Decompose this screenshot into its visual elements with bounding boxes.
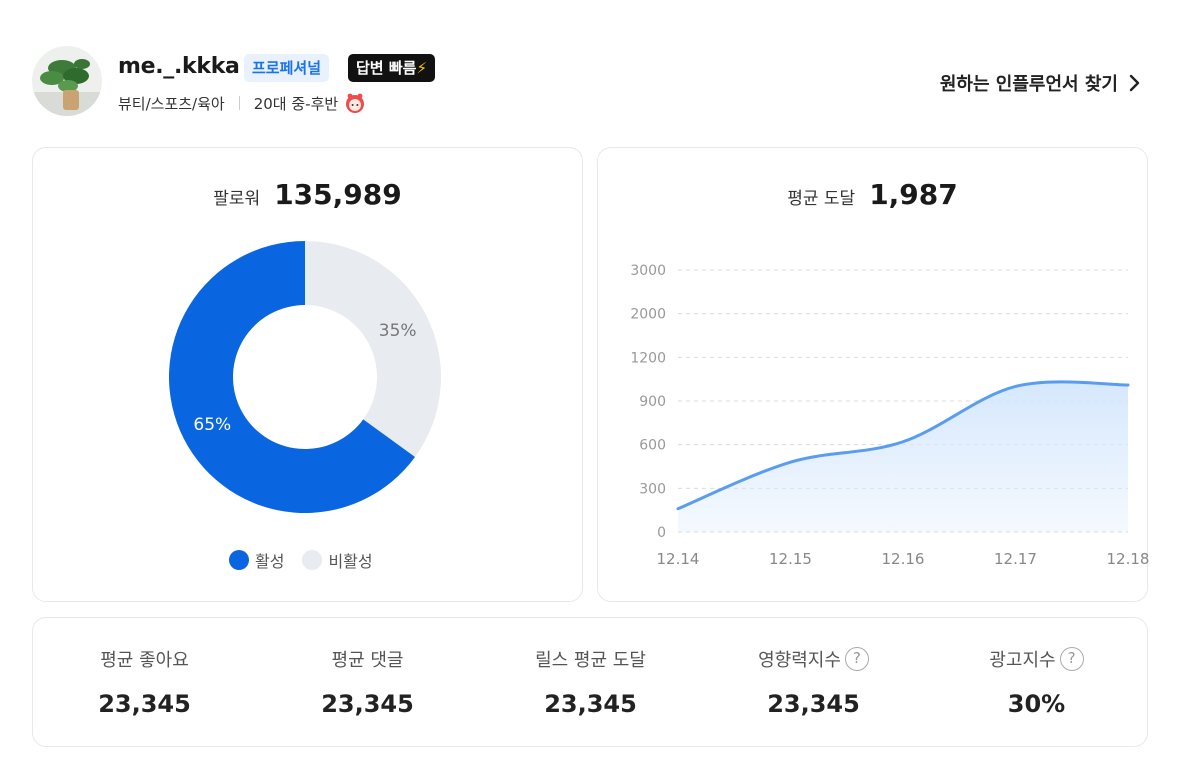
stat-value: 23,345 xyxy=(321,690,414,718)
professional-badge: 프로페셔널 xyxy=(244,54,330,82)
x-tick-label: 12.18 xyxy=(1107,550,1149,568)
profile-header: me._.kkka 프로페셔널 답변 빠름⚡ 뷰티/스포츠/육아 20대 중-후… xyxy=(32,46,1148,122)
follower-count: 135,989 xyxy=(274,178,402,211)
fast-reply-badge: 답변 빠름⚡ xyxy=(348,54,435,82)
reach-title: 평균 도달 1,987 xyxy=(598,178,1147,211)
follower-card: 팔로워 135,989 35% 65% 활성 비활성 xyxy=(32,147,583,602)
profile-meta: 뷰티/스포츠/육아 20대 중-후반 xyxy=(118,92,366,114)
y-tick-label: 3000 xyxy=(630,263,666,279)
y-tick-label: 2000 xyxy=(630,307,666,323)
age-group: 20대 중-후반 xyxy=(253,94,339,113)
help-icon[interactable]: ? xyxy=(1059,647,1084,671)
reach-label: 평균 도달 xyxy=(787,189,856,209)
stat-label-text: 평균 댓글 xyxy=(331,650,404,671)
stat-label: 영향력지수? xyxy=(702,646,925,672)
legend-inactive-label: 비활성 xyxy=(328,552,373,571)
stat-value: 30% xyxy=(1007,690,1066,718)
find-influencer-label: 원하는 인플루언서 찾기 xyxy=(939,74,1118,95)
stat-value: 23,345 xyxy=(767,690,860,718)
donut-slice-label: 35% xyxy=(379,321,417,341)
stat-label: 광고지수? xyxy=(925,646,1148,672)
find-influencer-link[interactable]: 원하는 인플루언서 찾기 xyxy=(940,70,1140,96)
stat-reels-reach: 릴스 평균 도달 23,345 xyxy=(479,618,702,748)
legend-active: 활성 xyxy=(229,548,284,572)
donut-legend: 활성 비활성 xyxy=(229,548,373,572)
stat-label: 평균 좋아요 xyxy=(33,646,256,672)
donut-slice-inactive xyxy=(305,241,441,457)
legend-active-swatch xyxy=(229,550,249,570)
stat-label-text: 평균 좋아요 xyxy=(100,650,189,671)
stat-influence-index: 영향력지수? 23,345 xyxy=(702,618,925,748)
x-tick-label: 12.16 xyxy=(882,550,925,568)
x-tick-label: 12.17 xyxy=(994,550,1037,568)
donut-slice-label: 65% xyxy=(193,415,231,435)
y-tick-label: 300 xyxy=(639,481,666,497)
avatar[interactable] xyxy=(32,46,102,116)
reach-value: 1,987 xyxy=(869,178,958,211)
stat-ad-index: 광고지수? 30% xyxy=(925,618,1148,748)
reach-area-chart: 0 300 600 900 1200 2000 3000 12.14 12.15 12.16 12.… xyxy=(630,263,1149,568)
x-tick-label: 12.15 xyxy=(769,550,812,568)
reach-card: 평균 도달 1,987 0 300 600 900 1200 2000 3000 12.14 1… xyxy=(597,147,1149,602)
divider xyxy=(238,96,240,110)
female-face-icon xyxy=(346,93,365,113)
follower-label: 팔로워 xyxy=(213,189,261,209)
stat-label: 평균 댓글 xyxy=(256,646,479,672)
stat-avg-likes: 평균 좋아요 23,345 xyxy=(33,618,256,748)
categories: 뷰티/스포츠/육아 xyxy=(118,94,225,113)
username: me._.kkka xyxy=(118,54,240,79)
legend-inactive: 비활성 xyxy=(302,548,373,572)
x-tick-label: 12.14 xyxy=(657,550,700,568)
follower-title: 팔로워 135,989 xyxy=(33,178,582,211)
stats-card: 평균 좋아요 23,345 평균 댓글 23,345 릴스 평균 도달 23,3… xyxy=(32,617,1148,747)
stat-label-text: 광고지수 xyxy=(989,650,1056,671)
stat-value: 23,345 xyxy=(98,690,191,718)
legend-active-label: 활성 xyxy=(255,552,285,571)
y-tick-label: 1200 xyxy=(630,350,666,366)
y-tick-label: 600 xyxy=(639,438,666,454)
fast-reply-label: 답변 빠름 xyxy=(356,59,417,77)
donut-slice-active xyxy=(168,241,416,513)
legend-inactive-swatch xyxy=(302,550,323,570)
reach-area-fill xyxy=(678,381,1128,532)
stat-label: 릴스 평균 도달 xyxy=(479,646,702,672)
stat-label-text: 영향력지수 xyxy=(758,650,841,671)
stat-avg-comments: 평균 댓글 23,345 xyxy=(256,618,479,748)
chevron-right-icon xyxy=(1129,74,1140,92)
stat-value: 23,345 xyxy=(544,690,637,718)
y-tick-label: 900 xyxy=(639,394,666,410)
stat-label-text: 릴스 평균 도달 xyxy=(535,650,646,671)
follower-donut-chart: 35% 65% xyxy=(168,241,441,513)
y-tick-label: 0 xyxy=(657,525,666,541)
lightning-icon: ⚡ xyxy=(416,59,427,77)
help-icon[interactable]: ? xyxy=(844,647,869,671)
